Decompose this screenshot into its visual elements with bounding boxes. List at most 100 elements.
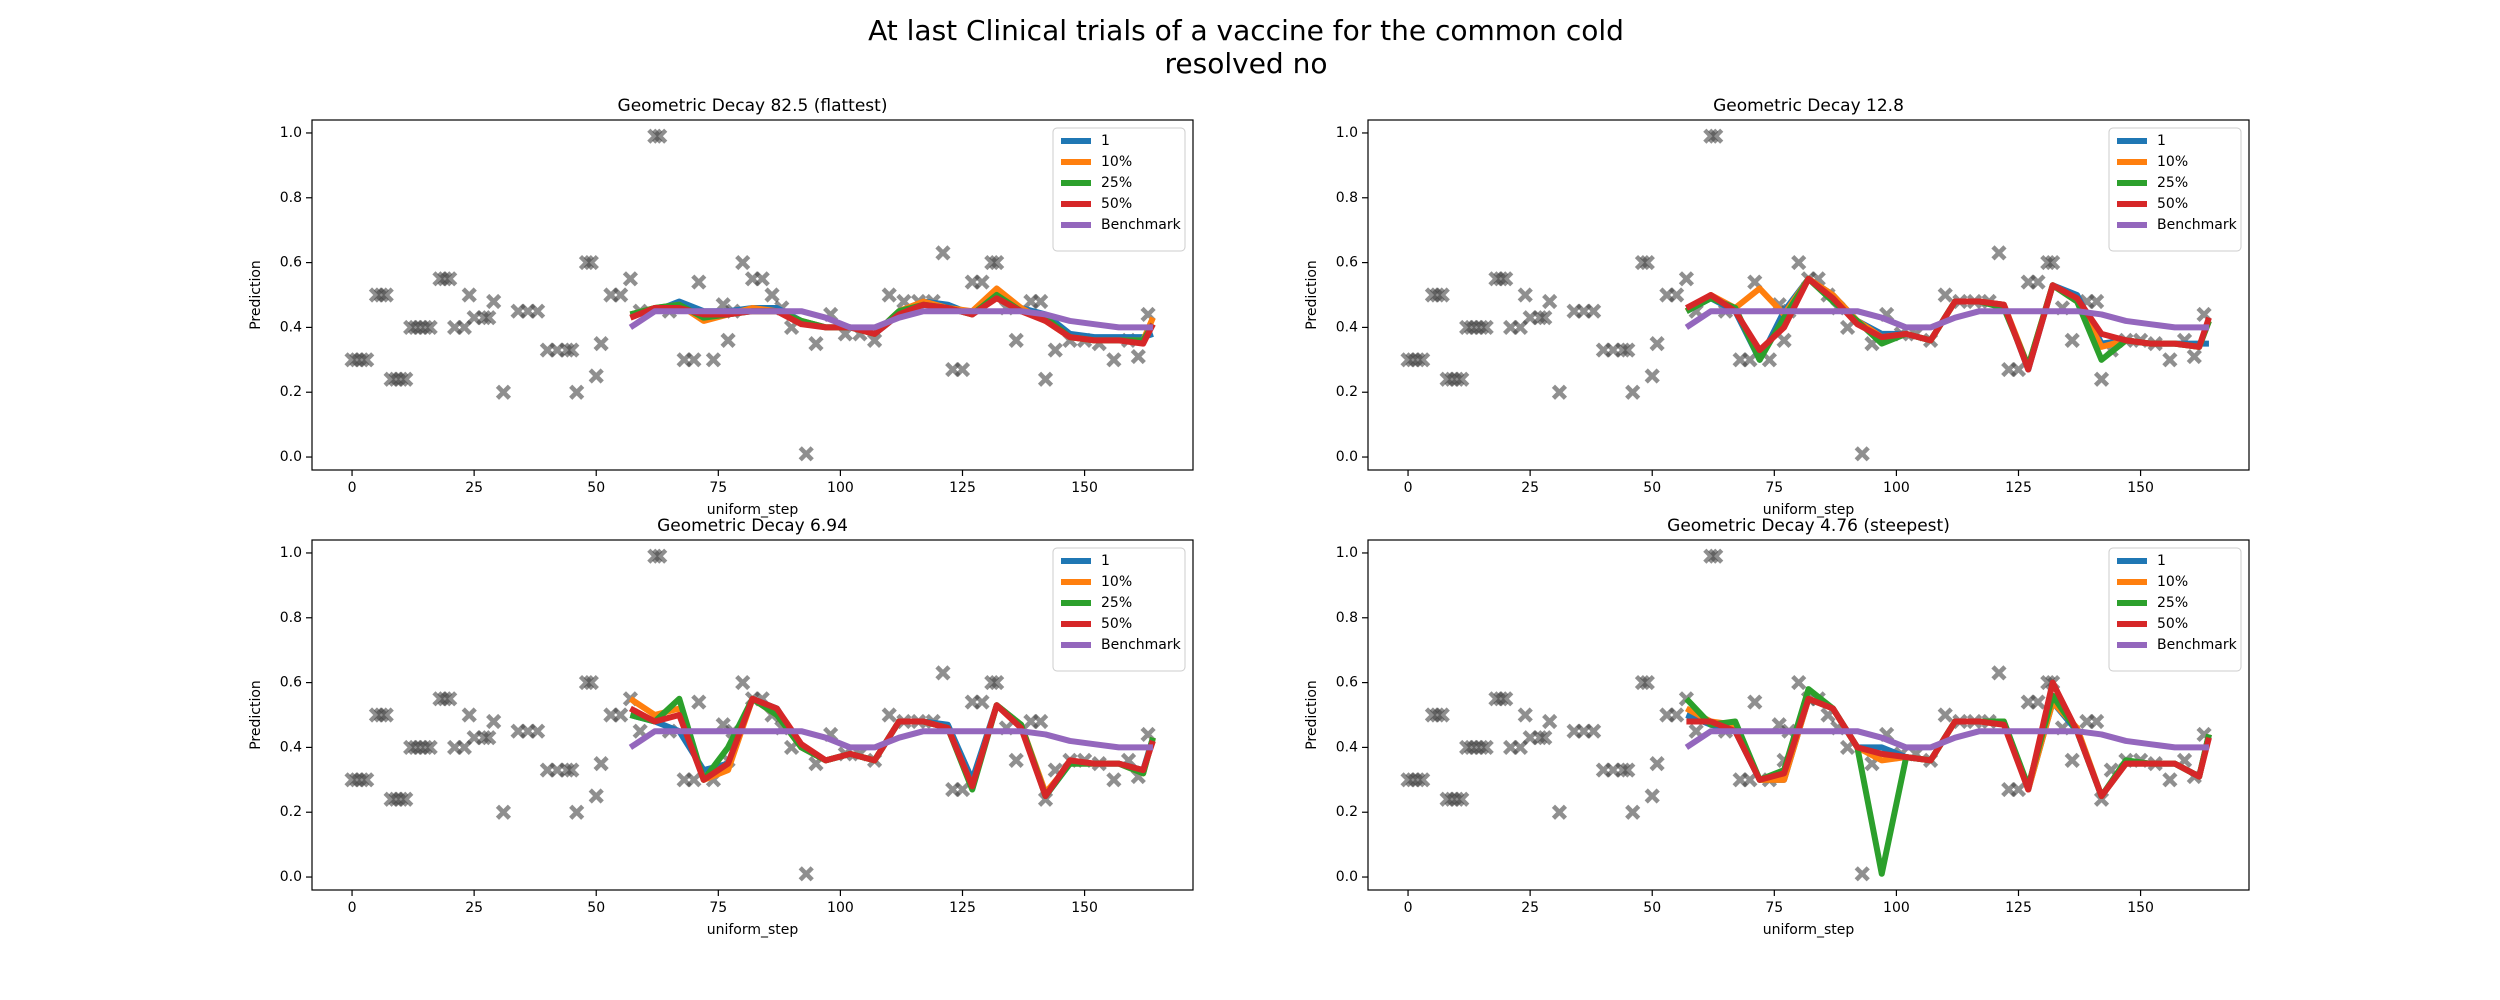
forecast-marker — [989, 255, 1005, 271]
y-tick-label: 0.6 — [280, 255, 302, 271]
x-tick-label: 25 — [1521, 480, 1539, 496]
legend-box — [2108, 127, 2242, 252]
forecast-marker — [613, 287, 629, 303]
forecast-marker — [564, 762, 580, 778]
forecast-marker — [481, 730, 497, 746]
x-tick-label: 50 — [1643, 480, 1661, 496]
forecast-marker — [1498, 691, 1514, 707]
forecast-marker — [583, 675, 599, 691]
forecast-marker — [691, 274, 707, 290]
forecast-marker — [1517, 707, 1533, 723]
forecast-marker — [1854, 446, 1870, 462]
y-tick-label: 0.6 — [1336, 675, 1358, 691]
forecast-marker — [622, 271, 639, 287]
y-tick-label: 0.4 — [1336, 739, 1358, 755]
x-tick-label: 75 — [709, 480, 727, 496]
forecast-marker — [486, 713, 502, 730]
forecast-marker — [1008, 752, 1024, 768]
forecast-marker — [1537, 730, 1553, 746]
x-tick-label: 150 — [1071, 900, 1098, 916]
forecast-marker — [1791, 255, 1807, 271]
forecast-marker — [1639, 255, 1655, 271]
figure-title: At last Clinical trials of a vaccine for… — [868, 14, 1624, 47]
forecast-marker — [442, 271, 458, 287]
forecast-marker — [2089, 293, 2105, 310]
forecast-marker — [754, 271, 770, 287]
forecast-marker — [1498, 271, 1514, 287]
y-tick-label: 0.0 — [280, 449, 302, 465]
subplot-title: Geometric Decay 6.94 — [657, 516, 848, 536]
subplot-title: Geometric Decay 12.8 — [1713, 96, 1904, 116]
x-tick-label: 150 — [1071, 480, 1098, 496]
forecast-marker — [1708, 128, 1724, 144]
x-tick-label: 125 — [2005, 480, 2032, 496]
forecast-marker — [1742, 772, 1758, 788]
y-tick-label: 0.8 — [280, 190, 302, 206]
forecast-marker — [1644, 368, 1660, 384]
forecast-marker — [1586, 303, 1602, 319]
forecast-marker — [1434, 287, 1450, 303]
forecast-marker — [1839, 319, 1856, 335]
legend-label: 25% — [2157, 595, 2188, 611]
y-tick-label: 0.2 — [280, 804, 302, 820]
forecast-marker — [1542, 293, 1558, 310]
x-tick-label: 25 — [465, 480, 483, 496]
forecast-marker — [798, 446, 814, 462]
forecast-marker — [398, 791, 414, 807]
x-axis-label: uniform_step — [1763, 502, 1855, 518]
forecast-marker — [735, 675, 751, 691]
y-tick-label: 0.2 — [280, 384, 302, 400]
series-line — [1685, 275, 2212, 373]
forecast-marker — [422, 739, 438, 755]
y-tick-label: 0.6 — [1336, 255, 1358, 271]
forecast-marker — [1537, 310, 1553, 326]
y-tick-label: 0.4 — [1336, 319, 1358, 335]
forecast-marker — [2064, 332, 2080, 348]
x-tick-label: 50 — [587, 900, 605, 916]
forecast-marker — [989, 675, 1005, 691]
y-axis-label: Prediction — [248, 260, 264, 330]
forecast-marker — [974, 694, 990, 710]
legend-label: Benchmark — [2157, 217, 2238, 233]
x-tick-label: 100 — [827, 480, 854, 496]
y-tick-label: 1.0 — [1336, 545, 1358, 561]
x-tick-label: 125 — [2005, 900, 2032, 916]
forecast-marker — [1991, 245, 2007, 261]
legend-label: Benchmark — [1101, 637, 1182, 653]
forecast-marker — [1620, 342, 1636, 358]
forecast-marker — [588, 788, 604, 804]
series-line — [629, 295, 1156, 347]
legend-label: 50% — [2157, 616, 2188, 632]
forecast-marker — [530, 303, 546, 319]
forecast-marker — [686, 772, 702, 788]
forecast-marker — [1937, 707, 1953, 723]
y-tick-label: 0.8 — [1336, 190, 1358, 206]
y-tick-label: 0.0 — [280, 869, 302, 885]
forecast-marker — [564, 342, 580, 358]
forecast-marker — [808, 336, 824, 352]
plot-frame — [1367, 539, 2250, 891]
forecast-marker — [1639, 675, 1655, 691]
forecast-marker — [2030, 274, 2046, 290]
x-tick-label: 125 — [949, 900, 976, 916]
forecast-marker — [2162, 352, 2178, 368]
legend-label: 50% — [1101, 616, 1132, 632]
plot-frame — [311, 539, 1194, 891]
forecast-marker — [1551, 384, 1568, 400]
forecast-marker — [593, 756, 609, 772]
forecast-marker — [486, 293, 502, 310]
series-line — [1684, 728, 2209, 751]
forecast-marker — [1991, 665, 2007, 681]
legend-label: 1 — [2157, 553, 2166, 569]
forecast-marker — [1586, 723, 1602, 739]
forecast-marker — [1517, 287, 1533, 303]
forecast-marker — [1937, 287, 1953, 303]
forecast-marker — [1130, 348, 1146, 365]
x-tick-label: 50 — [1643, 900, 1661, 916]
legend-label: 1 — [2157, 133, 2166, 149]
forecast-marker — [881, 707, 897, 723]
x-axis-label: uniform_step — [707, 922, 799, 938]
forecast-marker — [974, 274, 990, 290]
forecast-marker — [1551, 804, 1568, 820]
